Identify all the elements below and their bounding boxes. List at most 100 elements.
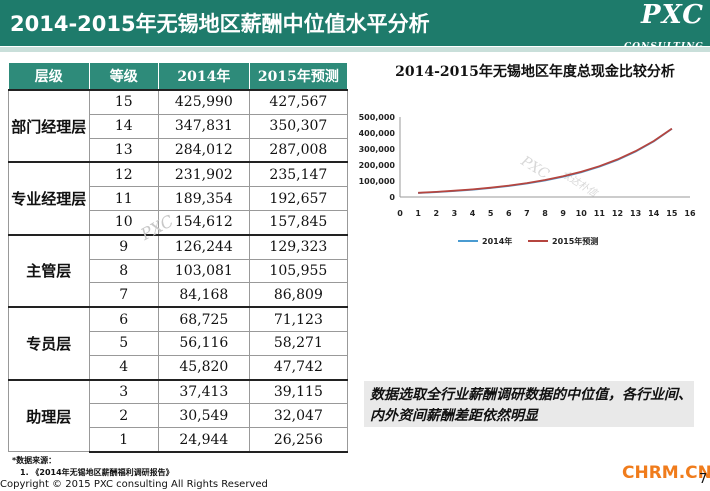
- table-cell: 192,657: [248, 186, 349, 211]
- source-label: *数据来源：: [12, 456, 57, 465]
- y-tick-label: 500,000: [359, 113, 396, 122]
- group-label: 专员层: [8, 306, 90, 381]
- y-tick-label: 200,000: [359, 161, 396, 170]
- table-row: 专业经理层 12 231,902 235,147: [8, 161, 349, 236]
- company-logo: PXC CONSULTING 众达朴信: [554, 2, 704, 74]
- table-cell: 7: [88, 282, 159, 308]
- y-tick-label: 400,000: [359, 129, 396, 138]
- table-cell: 427,567: [248, 88, 349, 115]
- table-cell: 235,147: [248, 161, 349, 188]
- x-tick-label: 10: [576, 209, 588, 218]
- salary-table: 层级 等级 2014年 2015年预测 部门经理层 15 425,990 427…: [8, 62, 349, 453]
- note-text: 数据选取全行业薪酬调研数据的中位值，各行业间、内外资间薪酬差距依然明显: [364, 381, 694, 427]
- table-row: 部门经理层 15 425,990 427,567: [8, 88, 349, 163]
- y-tick-label: 300,000: [359, 145, 396, 154]
- group-label: 部门经理层: [8, 88, 90, 163]
- table-cell: 4: [88, 354, 159, 381]
- table-cell: 26,256: [248, 427, 349, 453]
- table-cell: 14: [88, 113, 159, 139]
- x-tick-label: 9: [560, 209, 566, 218]
- x-tick-label: 4: [470, 209, 476, 218]
- y-tick-label: 0: [389, 193, 395, 202]
- page-title: 2014-2015年无锡地区薪酬中位值水平分析: [10, 12, 430, 36]
- table-cell: 5: [88, 330, 159, 356]
- copyright: Copyright © 2015 PXC consulting All Righ…: [0, 479, 268, 490]
- table-row: 专员层 6 68,725 71,123: [8, 306, 349, 381]
- table-cell: 8: [88, 258, 159, 284]
- table-cell: 1: [88, 427, 159, 453]
- header-grade: 等级: [88, 62, 159, 91]
- page-number: 7: [699, 472, 708, 487]
- group-label: 助理层: [8, 378, 90, 453]
- header-2014: 2014年: [157, 62, 250, 91]
- table-cell: 58,271: [248, 330, 349, 356]
- logo-chinese: 众达朴信: [655, 60, 704, 74]
- table-cell: 425,990: [157, 88, 250, 115]
- table-cell: 13: [88, 137, 159, 163]
- x-tick-label: 14: [648, 209, 660, 218]
- header-level: 层级: [8, 62, 90, 91]
- table-cell: 157,845: [248, 209, 349, 236]
- x-tick-label: 0: [397, 209, 403, 218]
- table-row: 助理层 3 37,413 39,115: [8, 378, 349, 453]
- table-cell: 39,115: [248, 378, 349, 405]
- group-label: 主管层: [8, 233, 90, 308]
- brand-logo: CHRM.CN: [622, 463, 710, 483]
- table-header-row: 层级 等级 2014年 2015年预测: [8, 62, 349, 91]
- table-cell: 45,820: [157, 354, 250, 381]
- table-cell: 24,944: [157, 427, 250, 453]
- table-cell: 126,244: [157, 233, 250, 260]
- series-line-2: [418, 127, 673, 194]
- table-cell: 129,323: [248, 233, 349, 260]
- x-tick-label: 15: [666, 209, 678, 218]
- x-tick-label: 13: [630, 209, 641, 218]
- table-cell: 154,612: [157, 209, 250, 236]
- table-cell: 6: [88, 306, 159, 332]
- header-divider: [0, 47, 710, 52]
- x-tick-label: 8: [542, 209, 548, 218]
- chart-title: 2014-2015年无锡地区年度总现金比较分析: [395, 64, 675, 80]
- x-tick-label: 5: [488, 209, 494, 218]
- y-tick-label: 100,000: [359, 177, 396, 186]
- group-label: 专业经理层: [8, 161, 90, 236]
- series-line-1: [418, 128, 673, 194]
- legend-label: 2014年: [482, 236, 512, 246]
- table-cell: 84,168: [157, 282, 250, 308]
- table-cell: 105,955: [248, 258, 349, 284]
- table-cell: 56,116: [157, 330, 250, 356]
- table-cell: 32,047: [248, 403, 349, 429]
- table-cell: 350,307: [248, 113, 349, 139]
- x-tick-label: 2: [433, 209, 439, 218]
- x-tick-label: 12: [612, 209, 623, 218]
- table-cell: 86,809: [248, 282, 349, 308]
- table-row: 主管层 9 126,244 129,323: [8, 233, 349, 308]
- x-tick-label: 16: [684, 209, 696, 218]
- legend-label: 2015年预测: [552, 236, 598, 246]
- table-cell: 3: [88, 378, 159, 405]
- table-cell: 68,725: [157, 306, 250, 332]
- table-cell: 37,413: [157, 378, 250, 405]
- table-cell: 103,081: [157, 258, 250, 284]
- table-cell: 347,831: [157, 113, 250, 139]
- table-cell: 30,549: [157, 403, 250, 429]
- source-item: 1. 《2014年无锡地区薪酬福利调研报告》: [20, 468, 174, 477]
- x-tick-label: 1: [415, 209, 421, 218]
- table-cell: 189,354: [157, 186, 250, 211]
- table-cell: 2: [88, 403, 159, 429]
- table-cell: 15: [88, 88, 159, 115]
- table-cell: 231,902: [157, 161, 250, 188]
- table-cell: 47,742: [248, 354, 349, 381]
- x-tick-label: 6: [506, 209, 512, 218]
- x-tick-label: 3: [452, 209, 458, 218]
- header-2015: 2015年预测: [248, 62, 349, 91]
- table-cell: 284,012: [157, 137, 250, 163]
- x-tick-label: 11: [594, 209, 606, 218]
- table-row: 13 284,012 287,008: [9, 137, 349, 163]
- table-row: 7 84,168 86,809: [9, 282, 349, 308]
- table-row: 11 189,354 192,657: [9, 186, 349, 211]
- table-row: 2 30,549 32,047: [9, 403, 349, 429]
- table-cell: 9: [88, 233, 159, 260]
- table-row: 1 24,944 26,256: [9, 427, 349, 453]
- table-row: 10 154,612 157,845: [9, 209, 349, 236]
